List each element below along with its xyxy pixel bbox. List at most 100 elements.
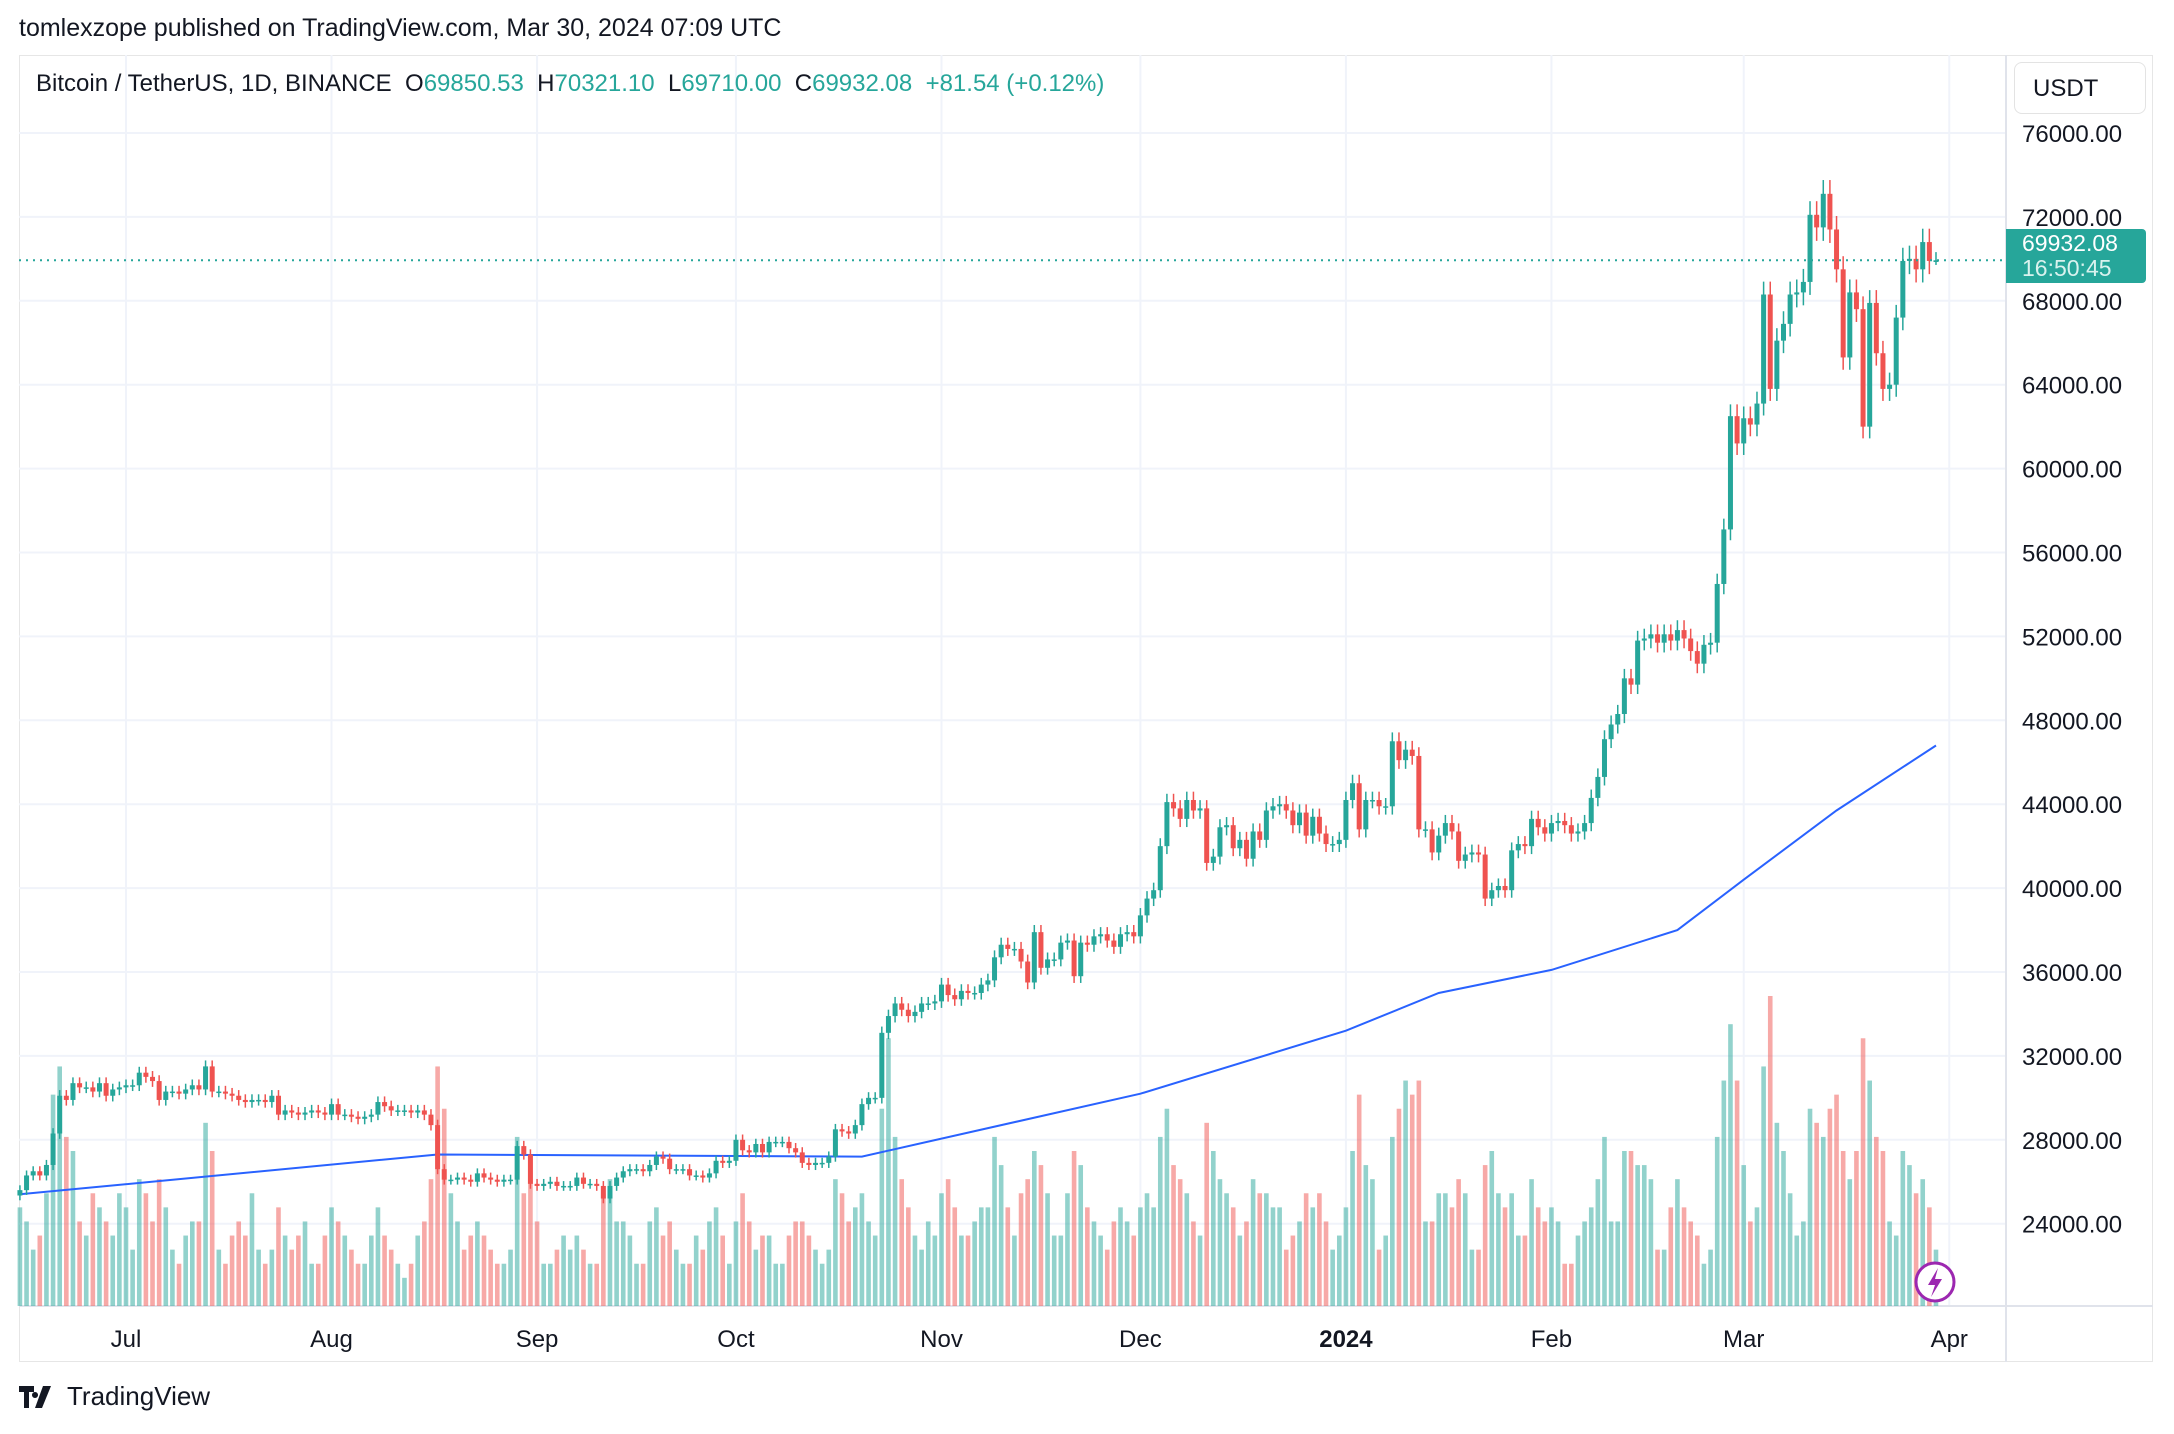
volume-bar	[249, 1193, 255, 1306]
volume-bar	[1893, 1235, 1899, 1306]
volume-bar	[1648, 1179, 1654, 1306]
volume-bar	[223, 1263, 228, 1306]
candle-body	[222, 1091, 228, 1094]
candle-body	[660, 1156, 666, 1159]
volume-bar	[236, 1221, 242, 1306]
currency-button[interactable]: USDT	[2014, 62, 2146, 114]
candle-body	[1369, 800, 1375, 802]
candle-body	[594, 1183, 600, 1186]
volume-bar	[388, 1249, 394, 1306]
volume-bar	[1423, 1221, 1428, 1306]
volume-bar	[1615, 1221, 1621, 1306]
symbol-name[interactable]: Bitcoin / TetherUS, 1D, BINANCE	[36, 70, 392, 97]
candle-body	[1144, 898, 1150, 916]
price-tick-label: 44000.00	[2022, 792, 2122, 819]
volume-bar	[760, 1235, 765, 1306]
candle-body	[1111, 940, 1117, 947]
candle-body	[143, 1072, 149, 1077]
candle-body	[872, 1097, 878, 1100]
volume-bar	[117, 1193, 122, 1306]
volume-bar	[1244, 1221, 1249, 1306]
candle-body	[1436, 835, 1442, 853]
candle-body	[1727, 416, 1733, 530]
candle-body	[96, 1083, 102, 1092]
volume-bar	[1542, 1221, 1548, 1306]
candle-body	[687, 1169, 693, 1176]
volume-bar	[1708, 1249, 1713, 1306]
candle-body	[1210, 856, 1216, 863]
candle-body	[329, 1104, 335, 1115]
volume-bar	[1085, 1207, 1090, 1306]
candle-body	[1316, 816, 1322, 834]
candle-body	[647, 1164, 653, 1172]
candle-body	[1880, 353, 1886, 389]
volume-bar	[1211, 1151, 1216, 1306]
candle-body	[521, 1146, 527, 1155]
candle-body	[673, 1169, 679, 1171]
candle-body	[189, 1085, 195, 1090]
volume-bar	[1197, 1235, 1203, 1306]
candle-body	[43, 1164, 49, 1176]
volume-bar	[1290, 1235, 1296, 1306]
volume-bar	[1045, 1193, 1050, 1306]
candle-body	[574, 1177, 580, 1186]
candle-body	[1575, 831, 1581, 834]
candle-body	[1608, 724, 1614, 740]
volume-bar	[1005, 1207, 1011, 1306]
volume-bar	[720, 1235, 725, 1306]
close-value: 69932.08	[812, 70, 913, 97]
volume-bar	[1767, 996, 1773, 1306]
candle-body	[899, 1003, 905, 1010]
candle-body	[1887, 384, 1893, 389]
candle-body	[1084, 942, 1090, 945]
candle-body	[972, 992, 978, 995]
volume-bar	[1191, 1221, 1196, 1306]
volume-bar	[203, 1122, 208, 1306]
candle-body	[952, 995, 958, 1000]
volume-bar	[1781, 1151, 1786, 1306]
footer-brand-text: TradingView	[67, 1381, 211, 1411]
candle-body	[176, 1091, 182, 1094]
candle-body	[448, 1179, 454, 1182]
volume-bar	[740, 1193, 745, 1306]
candle-body	[1853, 292, 1859, 310]
candle-body	[1834, 229, 1840, 270]
candle-body	[1303, 812, 1309, 836]
candle-body	[554, 1181, 560, 1186]
volume-bar	[50, 1094, 56, 1306]
volume-bar	[1880, 1151, 1886, 1306]
candle-body	[501, 1179, 507, 1182]
volume-bar	[481, 1235, 487, 1306]
alert-lightning-icon[interactable]	[1914, 1261, 1956, 1303]
volume-bar	[654, 1207, 659, 1306]
volume-bar	[700, 1249, 706, 1306]
volume-bar	[229, 1235, 235, 1306]
volume-bar	[1827, 1108, 1833, 1306]
candle-body	[1250, 831, 1256, 859]
volume-bar	[534, 1221, 540, 1306]
high-value: 70321.10	[554, 70, 655, 97]
volume-bar	[912, 1235, 918, 1306]
volume-bar	[833, 1179, 838, 1306]
candle-body	[773, 1141, 779, 1144]
candle-body	[1383, 806, 1389, 808]
volume-bar	[819, 1263, 825, 1306]
candle-body	[1688, 638, 1694, 652]
candle-body	[733, 1139, 739, 1161]
candle-body	[322, 1112, 328, 1115]
candle-body	[1681, 630, 1687, 639]
candle-body	[1104, 934, 1110, 941]
volume-bar	[919, 1249, 924, 1306]
volume-bar	[282, 1235, 288, 1306]
candle-body	[1535, 818, 1541, 828]
candle-body	[627, 1169, 633, 1172]
volume-bar	[209, 1151, 215, 1306]
candle-body	[640, 1169, 646, 1172]
time-tick-label: Feb	[1531, 1326, 1572, 1353]
candle-body	[50, 1133, 56, 1165]
volume-bar	[103, 1221, 109, 1306]
candle-body	[1800, 281, 1806, 293]
candle-body	[110, 1089, 116, 1096]
candle-body	[123, 1085, 129, 1088]
